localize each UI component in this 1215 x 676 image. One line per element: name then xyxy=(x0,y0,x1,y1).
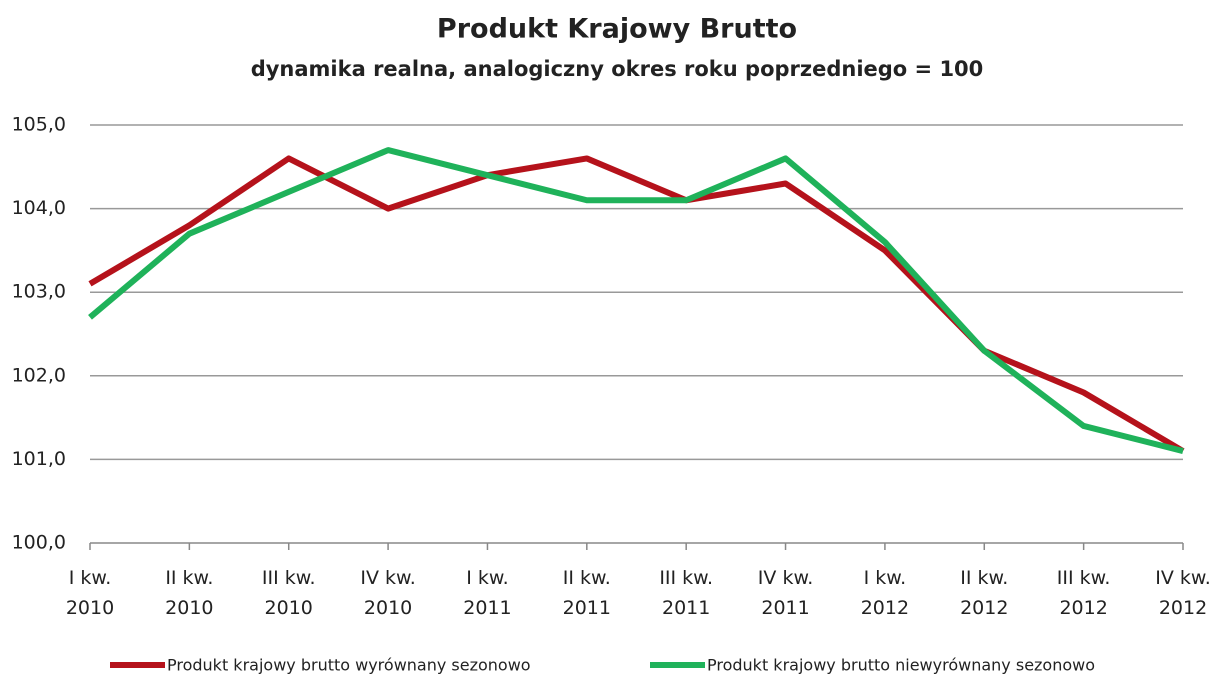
x-tick-line: 2010 xyxy=(364,597,412,619)
x-tick-label: IV kw. 2012 xyxy=(1155,567,1210,619)
y-tick-label: 100,0 xyxy=(12,532,66,554)
x-tick-line: IV kw. xyxy=(758,567,813,589)
x-tick-line: I kw. xyxy=(466,567,508,589)
legend-label: Produkt krajowy brutto niewyrównany sezo… xyxy=(707,656,1095,675)
x-tick-line: 2011 xyxy=(563,597,611,619)
x-tick-line: I kw. xyxy=(69,567,111,589)
x-tick-label: IV kw. 2011 xyxy=(758,567,813,619)
y-tick-label: 104,0 xyxy=(12,197,66,219)
x-tick-line: III kw. xyxy=(659,567,713,589)
x-tick-label: I kw. 2012 xyxy=(861,567,909,619)
legend-label: Produkt krajowy brutto wyrównany sezonow… xyxy=(167,656,531,675)
x-tick-line: 2012 xyxy=(1159,597,1207,619)
x-tick-line: 2010 xyxy=(165,597,213,619)
x-tick-label: I kw. 2010 xyxy=(66,567,114,619)
x-tick-line: 2012 xyxy=(861,597,909,619)
x-tick-line: I kw. xyxy=(864,567,906,589)
x-tick-line: 2010 xyxy=(66,597,114,619)
data-line xyxy=(88,147,1184,454)
x-tick-line: 2012 xyxy=(1059,597,1107,619)
y-tick-label: 105,0 xyxy=(12,114,66,136)
x-tick-line: 2011 xyxy=(662,597,710,619)
x-tick-label: IV kw. 2010 xyxy=(360,567,415,619)
y-tick-label: 101,0 xyxy=(12,448,66,470)
x-tick-line: IV kw. xyxy=(360,567,415,589)
chart-subtitle: dynamika realna, analogiczny okres roku … xyxy=(251,57,984,81)
x-tick-line: 2011 xyxy=(761,597,809,619)
x-tick-line: IV kw. xyxy=(1155,567,1210,589)
x-tick-line: 2012 xyxy=(960,597,1008,619)
x-tick-label: II kw. 2012 xyxy=(960,567,1008,619)
y-tick-label: 103,0 xyxy=(12,281,66,303)
x-tick-line: II kw. xyxy=(165,567,213,589)
x-tick-label: III kw. 2012 xyxy=(1057,567,1111,619)
y-tick-label: 102,0 xyxy=(12,364,66,386)
x-tick-label: I kw. 2011 xyxy=(463,567,511,619)
x-tick-line: II kw. xyxy=(563,567,611,589)
x-tick-line: II kw. xyxy=(960,567,1008,589)
x-tick-label: II kw. 2010 xyxy=(165,567,213,619)
data-line xyxy=(88,155,1185,454)
x-tick-label: III kw. 2011 xyxy=(659,567,713,619)
x-tick-line: 2010 xyxy=(265,597,313,619)
x-tick-label: II kw. 2011 xyxy=(563,567,611,619)
x-tick-line: III kw. xyxy=(1057,567,1111,589)
x-tick-line: III kw. xyxy=(262,567,316,589)
x-tick-line: 2011 xyxy=(463,597,511,619)
chart-title: Produkt Krajowy Brutto xyxy=(437,14,797,45)
x-tick-label: III kw. 2010 xyxy=(262,567,316,619)
